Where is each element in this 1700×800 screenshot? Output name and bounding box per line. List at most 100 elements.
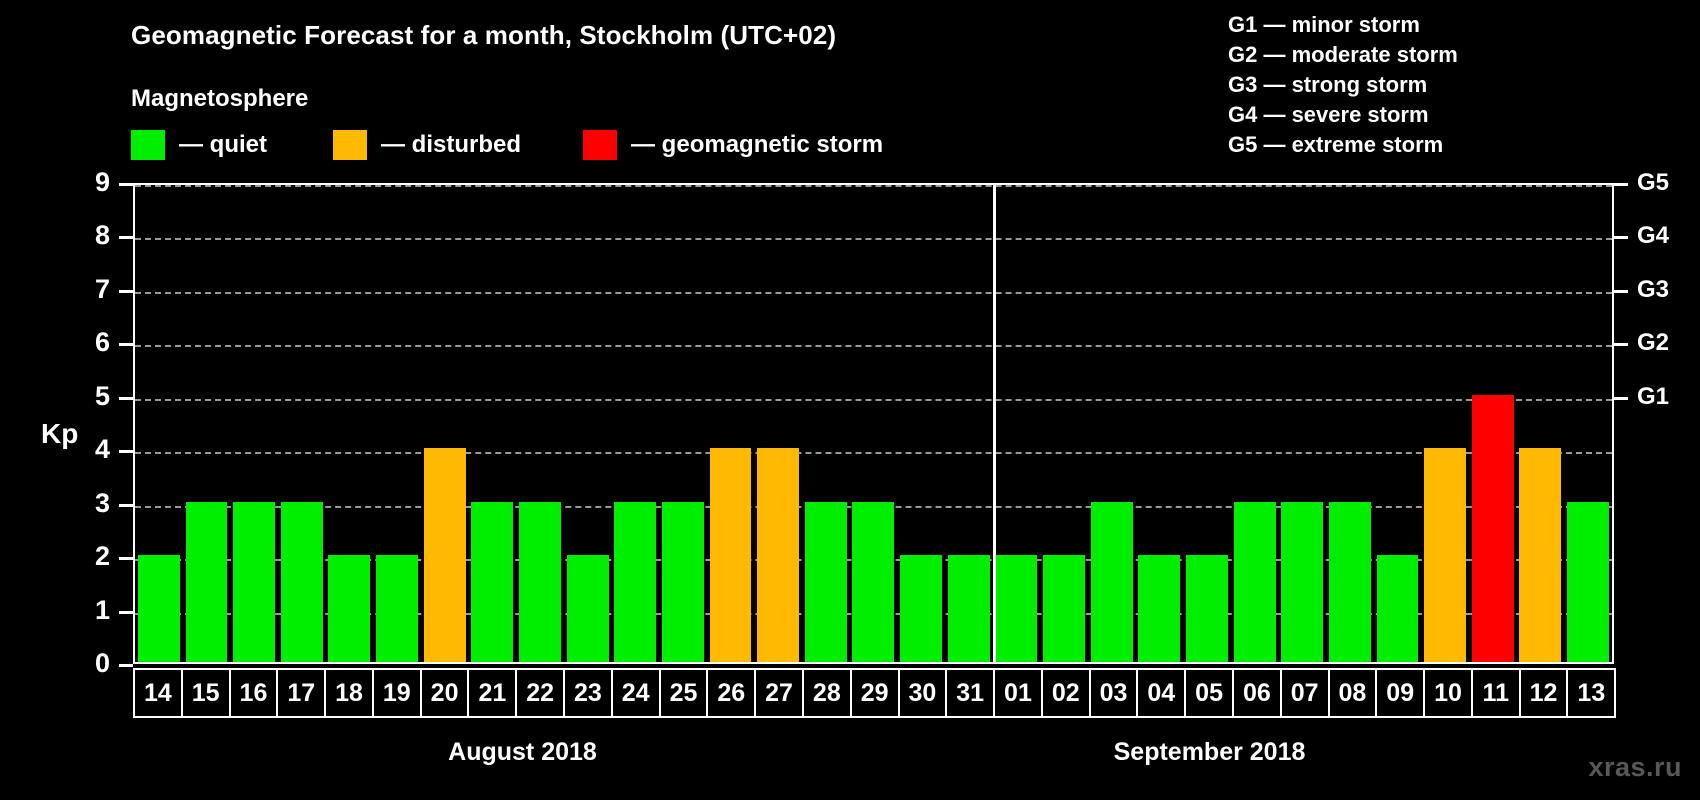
date-label-24[interactable]: 24 [610, 668, 661, 718]
bar-15[interactable] [185, 501, 228, 662]
bar-slot[interactable] [135, 185, 183, 662]
date-label-04[interactable]: 04 [1136, 668, 1187, 718]
date-label-12[interactable]: 12 [1518, 668, 1569, 718]
bar-slot[interactable] [278, 185, 326, 662]
bar-slot[interactable] [1374, 185, 1422, 662]
bar-23[interactable] [566, 555, 609, 662]
bar-slot[interactable] [326, 185, 374, 662]
bar-slot[interactable] [945, 185, 993, 662]
bar-18[interactable] [328, 555, 371, 662]
bar-10[interactable] [1424, 448, 1467, 662]
date-label-03[interactable]: 03 [1088, 668, 1139, 718]
bar-slot[interactable] [1040, 185, 1088, 662]
date-label-19[interactable]: 19 [371, 668, 422, 718]
date-label-14[interactable]: 14 [133, 668, 183, 718]
bar-24[interactable] [614, 501, 657, 662]
bar-slot[interactable] [516, 185, 564, 662]
date-label-25[interactable]: 25 [658, 668, 709, 718]
bar-26[interactable] [709, 448, 752, 662]
date-label-07[interactable]: 07 [1279, 668, 1330, 718]
bar-29[interactable] [852, 501, 895, 662]
date-label-02[interactable]: 02 [1040, 668, 1091, 718]
date-label-16[interactable]: 16 [228, 668, 279, 718]
bar-slot[interactable] [1517, 185, 1565, 662]
bar-slot[interactable] [897, 185, 945, 662]
bar-slot[interactable] [611, 185, 659, 662]
date-label-01[interactable]: 01 [993, 668, 1043, 718]
bar-20[interactable] [423, 448, 466, 662]
bar-07[interactable] [1281, 501, 1324, 662]
bar-21[interactable] [471, 501, 514, 662]
date-label-06[interactable]: 06 [1231, 668, 1282, 718]
bar-slot[interactable] [802, 185, 850, 662]
bar-25[interactable] [661, 501, 704, 662]
bar-19[interactable] [376, 555, 418, 662]
date-label-23[interactable]: 23 [563, 668, 613, 718]
bar-slot[interactable] [1421, 185, 1469, 662]
date-label-18[interactable]: 18 [324, 668, 374, 718]
date-label-11[interactable]: 11 [1470, 668, 1521, 718]
date-label-15[interactable]: 15 [180, 668, 231, 718]
storm-scale-line-g4: G4 — severe storm [1228, 102, 1429, 127]
bar-27[interactable] [757, 448, 800, 662]
bar-09[interactable] [1376, 555, 1419, 662]
date-label-10[interactable]: 10 [1423, 668, 1473, 718]
date-label-27[interactable]: 27 [754, 668, 804, 718]
bar-slot[interactable] [1326, 185, 1374, 662]
bar-31[interactable] [947, 555, 990, 662]
bar-16[interactable] [233, 501, 276, 662]
date-label-05[interactable]: 05 [1184, 668, 1234, 718]
bar-05[interactable] [1185, 555, 1228, 662]
bar-slot[interactable] [421, 185, 469, 662]
bar-slot[interactable] [659, 185, 707, 662]
date-label-26[interactable]: 26 [706, 668, 757, 718]
bar-slot[interactable] [754, 185, 802, 662]
date-label-30[interactable]: 30 [897, 668, 948, 718]
bar-22[interactable] [518, 501, 561, 662]
bar-01[interactable] [995, 555, 1038, 662]
bar-slot[interactable] [1231, 185, 1279, 662]
bar-slot[interactable] [468, 185, 516, 662]
bar-slot[interactable] [1278, 185, 1326, 662]
date-label-29[interactable]: 29 [849, 668, 900, 718]
bar-slot[interactable] [707, 185, 755, 662]
bar-30[interactable] [900, 555, 943, 662]
bar-04[interactable] [1138, 555, 1181, 662]
bar-slot[interactable] [1564, 185, 1612, 662]
date-label-08[interactable]: 08 [1327, 668, 1378, 718]
date-label-20[interactable]: 20 [419, 668, 470, 718]
bar-slot[interactable] [373, 185, 421, 662]
bar-12[interactable] [1519, 448, 1562, 662]
legend-heading: Magnetosphere [131, 85, 309, 112]
bar-slot[interactable] [1183, 185, 1231, 662]
bar-02[interactable] [1043, 555, 1085, 662]
bar-11[interactable] [1471, 394, 1514, 662]
date-label-17[interactable]: 17 [276, 668, 327, 718]
bar-28[interactable] [804, 501, 847, 662]
date-label-21[interactable]: 21 [467, 668, 518, 718]
date-label-28[interactable]: 28 [801, 668, 852, 718]
bar-slot[interactable] [993, 185, 1041, 662]
bar-slot[interactable] [1088, 185, 1136, 662]
bar-slot[interactable] [850, 185, 898, 662]
legend-label-quiet: — quiet [179, 131, 267, 158]
bar-17[interactable] [280, 501, 323, 662]
bar-13[interactable] [1567, 501, 1609, 662]
bar-slot[interactable] [1135, 185, 1183, 662]
date-label-31[interactable]: 31 [945, 668, 996, 718]
bar-slot[interactable] [1469, 185, 1517, 662]
bar-06[interactable] [1233, 501, 1276, 662]
bar-08[interactable] [1328, 501, 1371, 662]
bar-slot[interactable] [564, 185, 612, 662]
date-label-22[interactable]: 22 [515, 668, 566, 718]
storm-scale-line-g3: G3 — strong storm [1228, 72, 1428, 97]
y-tick-label-6: 6 [94, 327, 110, 358]
date-label-09[interactable]: 09 [1375, 668, 1426, 718]
bar-slot[interactable] [230, 185, 278, 662]
date-label-13[interactable]: 13 [1566, 668, 1617, 718]
bar-03[interactable] [1090, 501, 1133, 662]
bar-slot[interactable] [183, 185, 231, 662]
y-tick-label-3: 3 [94, 487, 110, 518]
bar-14[interactable] [137, 555, 180, 662]
gridline-kp-4 [135, 452, 1612, 455]
